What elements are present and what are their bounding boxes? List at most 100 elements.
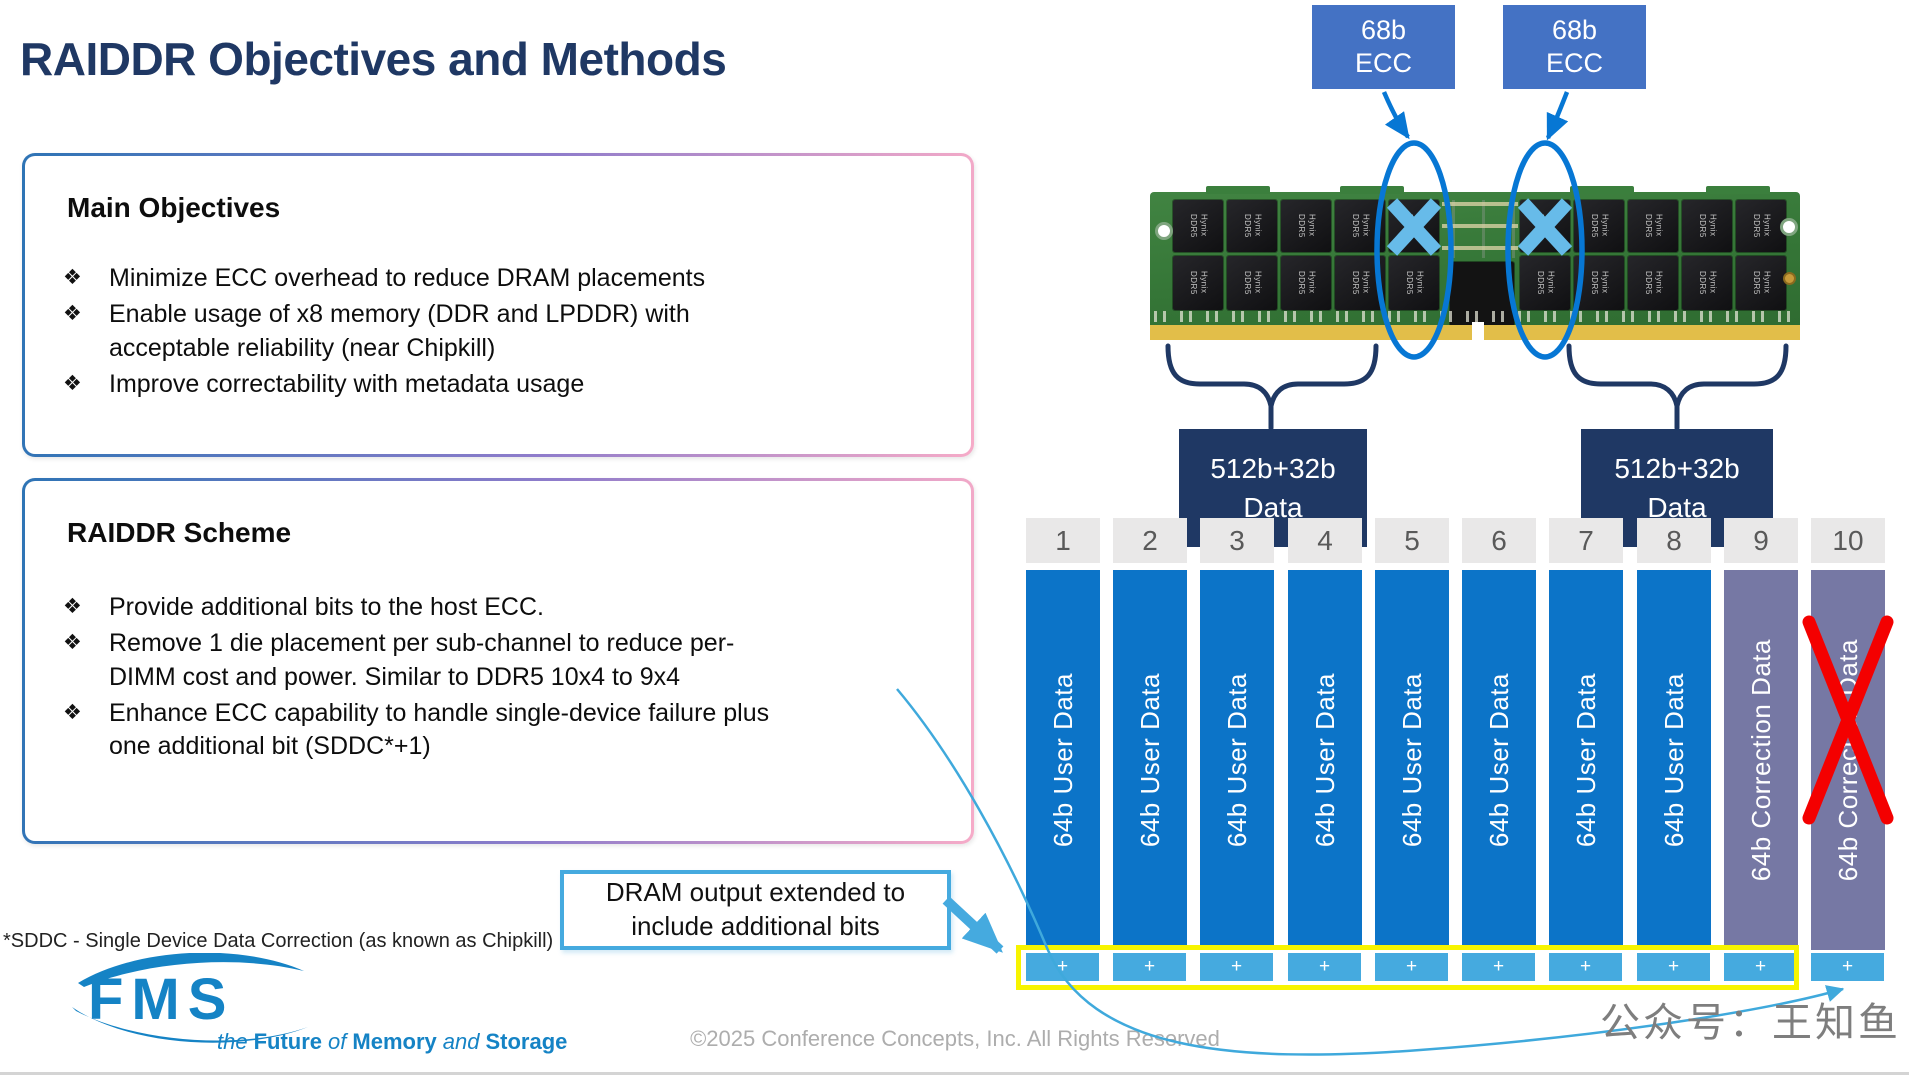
copyright-text: ©2025 Conference Concepts, Inc. All Righ… [690,1026,1220,1051]
dram-chip: Hynix DDR5 [1628,256,1678,310]
device-column-10-correction-removed: 64b Correction Data [1811,570,1885,950]
dram-chip-label: Hynix DDR5 [1243,271,1263,295]
ecc-arrow-right [1545,91,1570,141]
dram-chip-label: Hynix DDR5 [1536,271,1556,295]
dram-chip: Hynix DDR5 [1736,200,1786,252]
dram-chip-label: Hynix DDR5 [1297,214,1317,238]
dram-chip-label: Hynix DDR5 [1644,214,1664,238]
dram-chip: Hynix DDR5 [1628,200,1678,252]
device-column-2: 64b User Data [1113,570,1187,950]
column-header-10: 10 [1811,518,1885,563]
dram-chip-label: Hynix DDR5 [1405,271,1425,295]
tagline-word: Future [253,1029,323,1054]
main-objectives-panel-body: Main Objectives Minimize ECC overhead to… [25,156,971,454]
smd-components [1442,200,1518,258]
tagline-word: the [217,1029,248,1054]
dram-chip-label: Hynix DDR5 [1536,214,1556,238]
device-column-6: 64b User Data [1462,570,1536,950]
dram-chip-label: Hynix DDR5 [1243,214,1263,238]
device-column-label: 64b User Data [1047,672,1078,848]
device-column-label: 64b Correction Data [1832,638,1863,882]
bullet-item: Enhance ECC capability to handle single-… [53,697,945,764]
dram-chip: Hynix DDR5 [1682,256,1732,310]
brace-left [1165,343,1379,431]
column-header-2: 2 [1113,518,1187,563]
pin-key-notch [1472,322,1484,342]
device-column-label: 64b User Data [1221,672,1252,848]
device-column-8: 64b User Data [1637,570,1711,950]
ecc-label-right: 68b ECC [1503,5,1646,89]
chip-row-right-bottom: Hynix DDR5 Hynix DDR5 Hynix DDR5 Hynix DDR5… [1520,256,1786,310]
slide-bottom-edge [0,1072,1909,1075]
column-header-3: 3 [1200,518,1274,563]
ecc-arrow-left [1381,91,1410,140]
device-column-7: 64b User Data [1549,570,1623,950]
dram-chip-label: Hynix DDR5 [1644,271,1664,295]
dram-chip-label: Hynix DDR5 [1590,271,1610,295]
dram-chip: Hynix DDR5 [1335,256,1385,310]
dram-chip: Hynix DDR5 [1574,256,1624,310]
dram-chip: Hynix DDR5 [1335,200,1385,252]
device-column-3: 64b User Data [1200,570,1274,950]
dram-chip: Hynix DDR5 [1173,256,1223,310]
dram-chip-label: Hynix DDR5 [1189,271,1209,295]
bullet-item: Minimize ECC overhead to reduce DRAM pla… [53,262,945,295]
sddc-footnote: *SDDC - Single Device Data Correction (a… [3,930,554,952]
device-column-1: 64b User Data [1026,570,1100,950]
raiddr-scheme-list: Provide additional bits to the host ECC.… [53,591,945,763]
main-objectives-list: Minimize ECC overhead to reduce DRAM pla… [53,262,945,401]
device-column-label: 64b User Data [1396,672,1427,848]
device-column-label: 64b User Data [1483,672,1514,848]
bullet-item: Remove 1 die placement per sub-channel t… [53,627,945,694]
raiddr-scheme-panel: RAIDDR Scheme Provide additional bits to… [22,478,974,844]
tagline-word: Storage [485,1029,568,1054]
pcb-tab [1206,186,1270,194]
dram-chip: Hynix DDR5 [1520,200,1570,252]
dram-chip-label: Hynix DDR5 [1189,214,1209,238]
logo-swoosh-top [78,952,304,987]
dram-output-callout: DRAM output extended to include addition… [560,870,951,950]
column-header-8: 8 [1637,518,1711,563]
chip-row-left-bottom: Hynix DDR5 Hynix DDR5 Hynix DDR5 Hynix DDR5… [1173,256,1439,310]
highlight-outline [1016,945,1799,990]
column-header-1: 1 [1026,518,1100,563]
chip-row-right-top: Hynix DDR5 Hynix DDR5 Hynix DDR5 Hynix DDR5… [1520,200,1786,252]
dram-chip: Hynix DDR5 [1281,200,1331,252]
column-header-6: 6 [1462,518,1536,563]
mounting-hole-left [1155,222,1173,240]
dram-chip-label: Hynix DDR5 [1590,214,1610,238]
main-objectives-panel: Main Objectives Minimize ECC overhead to… [22,153,974,457]
dram-chip-label: Hynix DDR5 [1752,214,1772,238]
pcb-tab [1340,186,1404,194]
chip-row-left-top: Hynix DDR5 Hynix DDR5 Hynix DDR5 Hynix DDR5… [1173,200,1439,252]
callout-arrow [942,896,1004,954]
dram-chip: Hynix DDR5 [1173,200,1223,252]
dram-chip: Hynix DDR5 [1227,256,1277,310]
dram-chip-label: Hynix DDR5 [1405,214,1425,238]
device-column-label: 64b User Data [1309,672,1340,848]
raiddr-scheme-heading: RAIDDR Scheme [67,517,292,548]
raiddr-scheme-panel-body: RAIDDR Scheme Provide additional bits to… [25,481,971,841]
column-header-5: 5 [1375,518,1449,563]
bullet-item: Provide additional bits to the host ECC. [53,591,945,624]
bullet-item: Improve correctability with metadata usa… [53,368,945,401]
smd-strip [1154,311,1796,322]
dram-chip: Hynix DDR5 [1227,200,1277,252]
dram-chip: Hynix DDR5 [1682,200,1732,252]
column-header-7: 7 [1549,518,1623,563]
dram-chip: Hynix DDR5 [1389,200,1439,252]
pcb-tab [1706,186,1770,194]
device-column-label: 64b User Data [1658,672,1689,848]
device-column-label: 64b User Data [1134,672,1165,848]
watermark-text: 公众号：王知鱼 [1600,1001,1901,1045]
logo-acronym: FMS [88,967,234,1032]
dram-chip: Hynix DDR5 [1574,200,1624,252]
device-column-4: 64b User Data [1288,570,1362,950]
dram-chip: Hynix DDR5 [1389,256,1439,310]
brace-right [1566,343,1789,431]
device-column-label: 64b User Data [1570,672,1601,848]
dram-chip-label: Hynix DDR5 [1351,271,1371,295]
mounting-hole-right [1780,218,1798,236]
ecc-label-left: 68b ECC [1312,5,1455,89]
